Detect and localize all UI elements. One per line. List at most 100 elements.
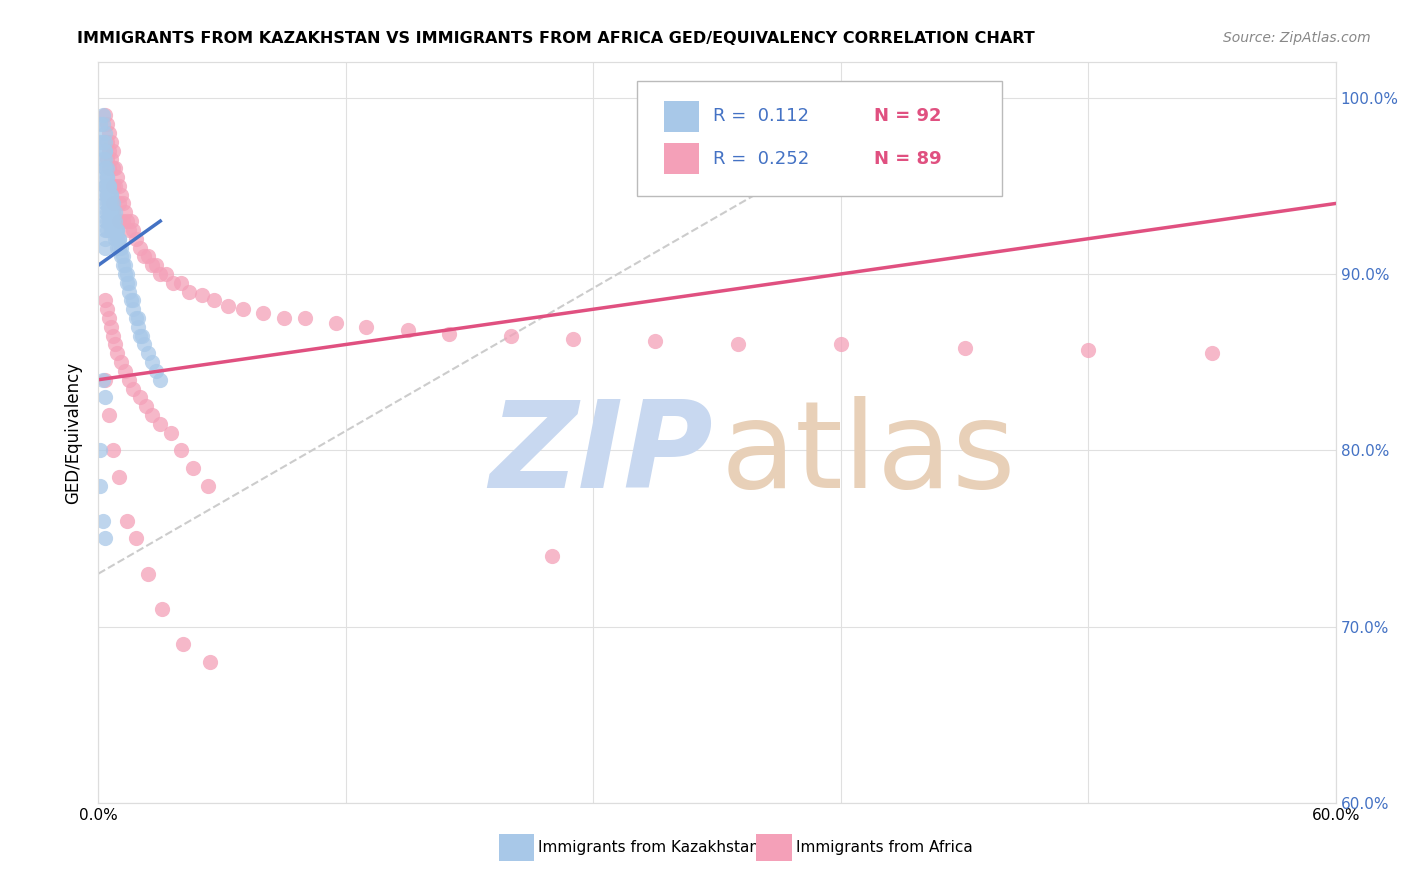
Point bbox=[181, 461, 204, 475]
Point bbox=[396, 323, 419, 337]
Point bbox=[104, 232, 127, 246]
Point bbox=[101, 205, 124, 219]
Point bbox=[170, 443, 193, 458]
Point bbox=[145, 364, 167, 378]
Point bbox=[561, 332, 583, 346]
Point bbox=[89, 478, 111, 492]
Point bbox=[105, 223, 128, 237]
Point bbox=[727, 337, 749, 351]
Point bbox=[122, 382, 145, 396]
Point bbox=[114, 258, 136, 272]
Point bbox=[112, 214, 135, 228]
Text: atlas: atlas bbox=[721, 396, 1017, 513]
Point bbox=[141, 258, 163, 272]
Point bbox=[108, 214, 131, 228]
Point bbox=[93, 532, 115, 546]
Point bbox=[96, 187, 118, 202]
Point bbox=[91, 514, 114, 528]
Point bbox=[149, 267, 172, 281]
Point bbox=[232, 302, 254, 317]
Point bbox=[131, 328, 153, 343]
Point bbox=[96, 135, 118, 149]
Point bbox=[100, 187, 122, 202]
Point bbox=[93, 178, 115, 193]
Point bbox=[128, 240, 150, 254]
Point bbox=[93, 196, 115, 211]
Point bbox=[118, 276, 141, 290]
Point bbox=[105, 169, 128, 184]
Point bbox=[118, 373, 141, 387]
Text: N = 89: N = 89 bbox=[875, 150, 942, 168]
Point bbox=[159, 425, 181, 440]
Point bbox=[114, 364, 136, 378]
Point bbox=[93, 135, 115, 149]
Point bbox=[93, 223, 115, 237]
Point bbox=[132, 249, 155, 263]
Point bbox=[101, 196, 124, 211]
Point bbox=[170, 276, 193, 290]
Point bbox=[830, 337, 852, 351]
Point bbox=[96, 178, 118, 193]
Point bbox=[149, 417, 172, 431]
Point bbox=[104, 178, 127, 193]
Point bbox=[122, 302, 145, 317]
Point bbox=[124, 311, 146, 326]
Point bbox=[101, 443, 124, 458]
Point bbox=[150, 602, 173, 616]
Point bbox=[93, 153, 115, 167]
Point bbox=[124, 532, 146, 546]
Point bbox=[101, 144, 124, 158]
Point bbox=[96, 169, 118, 184]
Point bbox=[104, 205, 127, 219]
Point bbox=[96, 302, 118, 317]
Point bbox=[100, 223, 122, 237]
Point bbox=[96, 187, 118, 202]
Point bbox=[117, 214, 139, 228]
Point bbox=[93, 293, 115, 308]
Point bbox=[104, 223, 127, 237]
Point bbox=[97, 161, 120, 176]
Point bbox=[179, 285, 201, 299]
Point bbox=[100, 214, 122, 228]
Point bbox=[101, 214, 124, 228]
Text: IMMIGRANTS FROM KAZAKHSTAN VS IMMIGRANTS FROM AFRICA GED/EQUIVALENCY CORRELATION: IMMIGRANTS FROM KAZAKHSTAN VS IMMIGRANTS… bbox=[77, 31, 1035, 46]
Point bbox=[132, 337, 155, 351]
Point bbox=[91, 117, 114, 131]
Point bbox=[93, 161, 115, 176]
Point bbox=[100, 205, 122, 219]
FancyBboxPatch shape bbox=[664, 101, 699, 132]
Point bbox=[149, 373, 172, 387]
Point bbox=[120, 293, 142, 308]
Point bbox=[101, 328, 124, 343]
Point bbox=[100, 135, 122, 149]
Point bbox=[104, 337, 127, 351]
Point bbox=[97, 178, 120, 193]
Point bbox=[252, 306, 274, 320]
Point bbox=[644, 334, 666, 348]
Point bbox=[217, 299, 239, 313]
Point bbox=[190, 288, 212, 302]
Point bbox=[100, 153, 122, 167]
Point bbox=[108, 232, 131, 246]
Point bbox=[273, 311, 295, 326]
Point bbox=[100, 205, 122, 219]
Point bbox=[100, 187, 122, 202]
Point bbox=[93, 232, 115, 246]
Point bbox=[118, 285, 141, 299]
Point bbox=[97, 144, 120, 158]
Point bbox=[437, 326, 460, 341]
Point bbox=[93, 390, 115, 404]
Point bbox=[136, 346, 159, 360]
Point bbox=[325, 316, 347, 330]
Point bbox=[93, 240, 115, 254]
Point bbox=[97, 196, 120, 211]
Point bbox=[112, 258, 135, 272]
Point bbox=[294, 311, 316, 326]
Point bbox=[96, 153, 118, 167]
Point bbox=[162, 276, 184, 290]
Point bbox=[108, 196, 131, 211]
Text: Immigrants from Africa: Immigrants from Africa bbox=[796, 840, 973, 855]
Point bbox=[97, 205, 120, 219]
Point bbox=[89, 135, 111, 149]
Point bbox=[112, 249, 135, 263]
